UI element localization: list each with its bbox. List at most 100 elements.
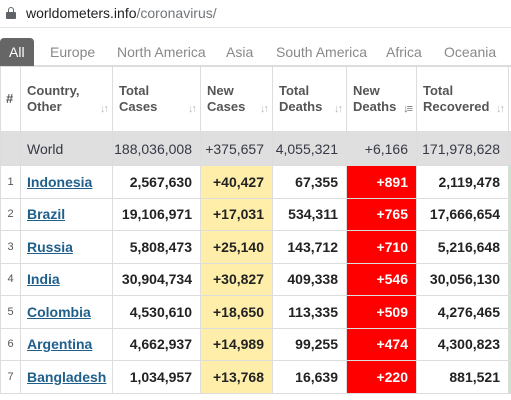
tab-africa[interactable]: Africa xyxy=(386,44,422,60)
total-cases-cell: 19,106,971 xyxy=(112,197,201,231)
country-header-line2: Other xyxy=(27,99,62,114)
country-cell: India xyxy=(20,262,113,296)
lock-icon[interactable] xyxy=(6,7,16,19)
col-header-rank[interactable]: # xyxy=(0,66,21,132)
sort-arrows-icon: ↓↑ xyxy=(260,103,269,115)
url-text[interactable]: worldometers.info/coronavirus/ xyxy=(26,5,217,21)
total-deaths-cell: 113,335 xyxy=(272,295,347,329)
table-row: 7 Bangladesh 1,034,957 +13,768 16,639 +2… xyxy=(0,360,511,394)
table-row: 6 Argentina 4,662,937 +14,989 99,255 +47… xyxy=(0,327,511,361)
country-cell: Brazil xyxy=(20,197,113,231)
tab-north-america[interactable]: North America xyxy=(117,44,206,60)
total-cases-cell: 4,662,937 xyxy=(112,327,201,361)
total-cases-cell: 1,034,957 xyxy=(112,360,201,394)
rank-cell: 6 xyxy=(0,327,21,361)
table-row: 3 Russia 5,808,473 +25,140 143,712 +710 … xyxy=(0,230,511,264)
col-header-total-deaths[interactable]: Total Deaths ↓↑ xyxy=(272,66,347,132)
total-cases-cell: 2,567,630 xyxy=(112,165,201,199)
col-header-new-deaths[interactable]: New Deaths ↓≡ xyxy=(346,66,417,132)
country-link[interactable]: India xyxy=(27,271,60,288)
country-link[interactable]: Colombia xyxy=(27,303,91,320)
total-deaths-header-line1: Total xyxy=(279,83,310,98)
covid-table: # Country, Other ↓↑ Total Cases ↓↑ New Cases ↓… xyxy=(0,66,511,394)
new-deaths-cell: +710 xyxy=(346,230,417,264)
col-header-country[interactable]: Country, Other ↓↑ xyxy=(20,66,113,132)
url-path: /coronavirus/ xyxy=(136,5,217,21)
world-extra-cell xyxy=(508,131,511,166)
rank-header-label: # xyxy=(6,91,14,106)
total-recovered-cell: 5,216,648 xyxy=(416,230,509,264)
tab-oceania[interactable]: Oceania xyxy=(444,44,497,60)
col-header-total-recovered[interactable]: Total Recovered ↓↑ xyxy=(416,66,509,132)
total-recovered-cell: 17,666,654 xyxy=(416,197,509,231)
new-cases-cell: +18,650 xyxy=(200,295,273,329)
total-cases-cell: 30,904,734 xyxy=(112,262,201,296)
total-recovered-header-line1: Total xyxy=(423,83,454,98)
country-header-line1: Country, xyxy=(27,83,80,98)
new-cases-cell: +14,989 xyxy=(200,327,273,361)
country-link[interactable]: Bangladesh xyxy=(27,368,107,385)
world-row: World 188,036,008 +375,657 4,055,321 +6,… xyxy=(0,131,511,166)
new-cases-cell: +25,140 xyxy=(200,230,273,264)
total-deaths-cell: 143,712 xyxy=(272,230,347,264)
country-cell: Indonesia xyxy=(20,165,113,199)
new-deaths-cell: +509 xyxy=(346,295,417,329)
table-row: 1 Indonesia 2,567,630 +40,427 67,355 +89… xyxy=(0,165,511,199)
total-cases-header-line1: Total xyxy=(119,83,150,98)
world-new-cases: +375,657 xyxy=(200,131,273,166)
rank-cell: 3 xyxy=(0,230,21,264)
new-deaths-cell: +765 xyxy=(346,197,417,231)
country-link[interactable]: Russia xyxy=(27,238,73,255)
rank-cell: 2 xyxy=(0,197,21,231)
rank-cell: 4 xyxy=(0,262,21,296)
new-cases-cell: +40,427 xyxy=(200,165,273,199)
country-cell: Bangladesh xyxy=(20,360,113,394)
total-deaths-header-line2: Deaths xyxy=(279,99,323,114)
tab-asia[interactable]: Asia xyxy=(226,44,254,60)
table-row: 4 India 30,904,734 +30,827 409,338 +546 … xyxy=(0,262,511,296)
country-link[interactable]: Indonesia xyxy=(27,173,93,190)
total-deaths-cell: 534,311 xyxy=(272,197,347,231)
col-header-total-cases[interactable]: Total Cases ↓↑ xyxy=(112,66,201,132)
new-cases-cell: +13,768 xyxy=(200,360,273,394)
total-recovered-cell: 4,300,823 xyxy=(416,327,509,361)
total-cases-cell: 4,530,610 xyxy=(112,295,201,329)
region-tabs: All Europe North America Asia South Amer… xyxy=(0,38,511,66)
new-cases-cell: +30,827 xyxy=(200,262,273,296)
header-row: # Country, Other ↓↑ Total Cases ↓↑ New Cases ↓… xyxy=(0,66,511,132)
world-total-cases: 188,036,008 xyxy=(112,131,201,166)
tab-south-america[interactable]: South America xyxy=(276,44,368,60)
new-cases-header-line2: Cases xyxy=(207,99,246,114)
total-recovered-cell: 881,521 xyxy=(416,360,509,394)
country-link[interactable]: Brazil xyxy=(27,206,66,223)
url-domain: worldometers.info xyxy=(26,5,137,21)
world-rank-cell xyxy=(0,131,21,166)
new-deaths-header-line1: New xyxy=(353,83,380,98)
country-link[interactable]: Argentina xyxy=(27,336,93,353)
tab-europe[interactable]: Europe xyxy=(50,44,96,60)
world-total-recovered: 171,978,628 xyxy=(416,131,509,166)
total-recovered-cell: 4,276,465 xyxy=(416,295,509,329)
new-cases-header-line1: New xyxy=(207,83,234,98)
new-deaths-header-line2: Deaths xyxy=(353,99,397,114)
country-cell: Argentina xyxy=(20,327,113,361)
total-cases-header-line2: Cases xyxy=(119,99,158,114)
total-deaths-cell: 16,639 xyxy=(272,360,347,394)
extra-cell xyxy=(508,360,511,394)
country-cell: Colombia xyxy=(20,295,113,329)
world-total-deaths: 4,055,321 xyxy=(272,131,347,166)
sort-arrows-icon: ↓↑ xyxy=(496,103,505,115)
col-header-extra xyxy=(508,66,511,132)
total-deaths-cell: 67,355 xyxy=(272,165,347,199)
country-cell: Russia xyxy=(20,230,113,264)
table-row: 5 Colombia 4,530,610 +18,650 113,335 +50… xyxy=(0,295,511,329)
total-cases-cell: 5,808,473 xyxy=(112,230,201,264)
sort-arrows-icon: ↓↑ xyxy=(100,103,109,115)
address-bar[interactable]: worldometers.info/coronavirus/ xyxy=(0,0,511,28)
sort-arrows-icon: ↓↑ xyxy=(188,103,197,115)
tab-all[interactable]: All xyxy=(0,38,34,66)
new-deaths-cell: +474 xyxy=(346,327,417,361)
total-recovered-cell: 30,056,130 xyxy=(416,262,509,296)
col-header-new-cases[interactable]: New Cases ↓↑ xyxy=(200,66,273,132)
new-deaths-cell: +891 xyxy=(346,165,417,199)
